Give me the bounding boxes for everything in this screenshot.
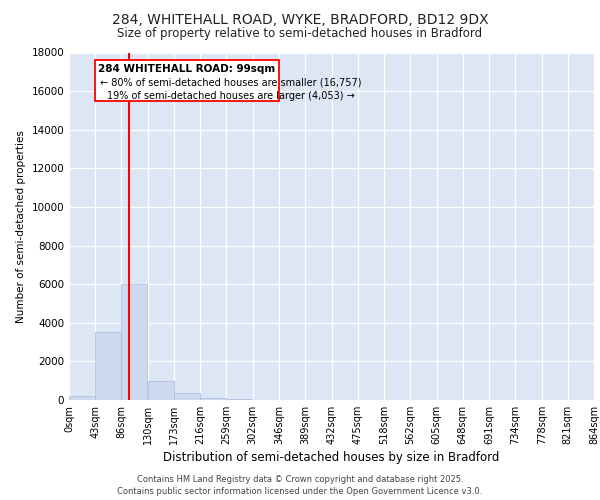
Bar xyxy=(121,284,147,400)
Bar xyxy=(69,396,95,400)
Y-axis label: Number of semi-detached properties: Number of semi-detached properties xyxy=(16,130,26,322)
Text: ← 80% of semi-detached houses are smaller (16,757): ← 80% of semi-detached houses are smalle… xyxy=(100,78,361,88)
Text: 19% of semi-detached houses are larger (4,053) →: 19% of semi-detached houses are larger (… xyxy=(107,91,355,101)
Text: Size of property relative to semi-detached houses in Bradford: Size of property relative to semi-detach… xyxy=(118,28,482,40)
Text: Contains HM Land Registry data © Crown copyright and database right 2025.
Contai: Contains HM Land Registry data © Crown c… xyxy=(118,474,482,496)
Text: 284, WHITEHALL ROAD, WYKE, BRADFORD, BD12 9DX: 284, WHITEHALL ROAD, WYKE, BRADFORD, BD1… xyxy=(112,12,488,26)
Bar xyxy=(226,399,252,400)
X-axis label: Distribution of semi-detached houses by size in Bradford: Distribution of semi-detached houses by … xyxy=(163,451,500,464)
Bar xyxy=(95,332,121,400)
Bar xyxy=(174,393,200,400)
Bar xyxy=(148,380,173,400)
Bar xyxy=(200,398,226,400)
Bar xyxy=(95,60,278,101)
Text: 284 WHITEHALL ROAD: 99sqm: 284 WHITEHALL ROAD: 99sqm xyxy=(98,64,275,74)
